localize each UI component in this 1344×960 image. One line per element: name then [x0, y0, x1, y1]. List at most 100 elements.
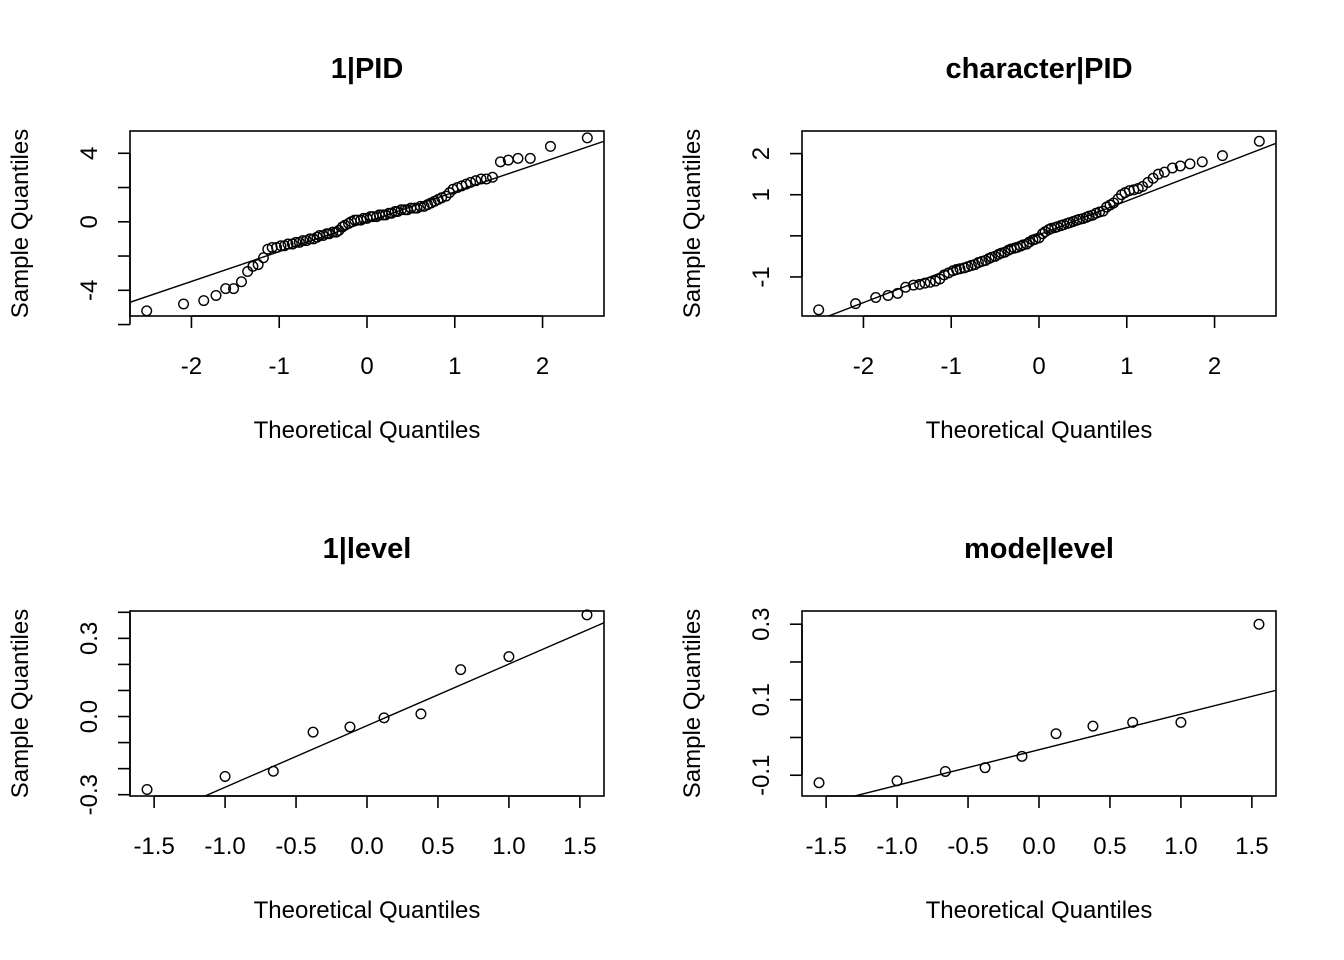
data-point [480, 173, 492, 185]
data-point [544, 140, 556, 152]
x-tick-label: -2 [853, 353, 874, 380]
y-tick-label: 0 [76, 215, 103, 228]
x-axis-label: Theoretical Quantiles [254, 417, 481, 444]
y-tick-label: -4 [76, 280, 103, 301]
x-tick-label: 1 [448, 353, 461, 380]
x-tick-label: -1.5 [805, 833, 846, 860]
data-point [178, 298, 190, 310]
data-point [455, 664, 467, 676]
data-point [198, 295, 210, 307]
qq-reference-line [851, 689, 1276, 796]
x-tick-label: 1.5 [1235, 833, 1268, 860]
x-tick-label: -1.0 [204, 833, 245, 860]
x-tick-label: 2 [536, 353, 549, 380]
data-point [979, 762, 991, 774]
data-point [1184, 158, 1196, 170]
data-point [247, 260, 259, 272]
x-tick-label: 0.5 [421, 833, 454, 860]
data-point [900, 281, 912, 293]
data-point [1175, 716, 1187, 728]
data-point [465, 176, 477, 188]
data-point [311, 231, 323, 243]
x-tick-label: -1 [941, 353, 962, 380]
data-point [475, 173, 487, 185]
panel-title: mode|level [964, 533, 1114, 565]
data-point [512, 152, 524, 164]
x-tick-label: -1.0 [876, 833, 917, 860]
data-point [267, 765, 279, 777]
y-tick-label: 4 [76, 147, 103, 160]
data-point [907, 279, 919, 291]
x-tick-label: -0.5 [947, 833, 988, 860]
data-point [1196, 156, 1208, 168]
qq-reference-line [203, 622, 604, 796]
data-point [297, 235, 309, 247]
panel-1-pid: 1|PID Theoretical Quantiles Sample Quant… [7, 53, 605, 444]
data-point [344, 721, 356, 733]
data-point [813, 777, 825, 789]
data-point [327, 226, 339, 238]
data-point [487, 171, 499, 183]
data-point [252, 259, 264, 271]
x-tick-label: 0.0 [1022, 833, 1055, 860]
x-axis-label: Theoretical Quantiles [926, 897, 1153, 924]
data-point [141, 305, 153, 317]
y-tick-label: 1 [748, 188, 775, 201]
data-point [304, 233, 316, 245]
panel-title: 1|level [323, 533, 412, 565]
x-axis-label: Theoretical Quantiles [926, 417, 1153, 444]
x-tick-label: 1.0 [1164, 833, 1197, 860]
y-tick-label: 0.1 [748, 683, 775, 716]
panel-1-level: 1|level Theoretical Quantiles Sample Qua… [7, 533, 605, 924]
y-tick-label: 0.3 [748, 608, 775, 641]
data-point [503, 651, 515, 663]
data-point [219, 770, 231, 782]
data-point [939, 765, 951, 777]
x-tick-label: -1 [269, 353, 290, 380]
data-point [307, 726, 319, 738]
x-tick-label: 1.0 [492, 833, 525, 860]
data-point [378, 712, 390, 724]
qq-reference-line [826, 142, 1276, 316]
data-point [228, 283, 240, 295]
data-point [813, 304, 825, 316]
x-tick-label: 0.0 [350, 833, 383, 860]
y-axis-label: Sample Quantiles [679, 129, 706, 318]
data-point [440, 190, 452, 202]
data-point [210, 289, 222, 301]
data-point [470, 175, 482, 187]
panel-title: 1|PID [331, 53, 404, 85]
data-point [415, 200, 427, 212]
data-point [892, 287, 904, 299]
panel-title: character|PID [945, 53, 1132, 85]
y-tick-label: 0.0 [76, 700, 103, 733]
data-point [290, 236, 302, 248]
data-point [581, 132, 593, 144]
data-point [1050, 728, 1062, 740]
x-tick-label: 0.5 [1093, 833, 1126, 860]
data-point [954, 263, 966, 275]
data-point [444, 187, 456, 199]
y-tick-label: 2 [748, 147, 775, 160]
data-point [1152, 168, 1164, 180]
data-point [220, 283, 232, 295]
data-point [924, 276, 936, 288]
x-tick-label: -2 [181, 353, 202, 380]
y-tick-label: -1 [748, 266, 775, 287]
data-point [1016, 750, 1028, 762]
panel-mode-level: mode|level Theoretical Quantiles Sample … [679, 533, 1277, 924]
x-tick-label: 0 [1032, 353, 1045, 380]
x-tick-label: -0.5 [275, 833, 316, 860]
x-tick-label: 1 [1120, 353, 1133, 380]
y-axis-label: Sample Quantiles [7, 609, 34, 798]
x-tick-label: 0 [360, 353, 373, 380]
y-tick-label: 0.3 [76, 622, 103, 655]
data-point [914, 278, 926, 290]
data-point [919, 277, 931, 289]
data-point [235, 276, 247, 288]
x-tick-label: 2 [1208, 353, 1221, 380]
y-axis-label: Sample Quantiles [7, 129, 34, 318]
data-point [870, 292, 882, 304]
